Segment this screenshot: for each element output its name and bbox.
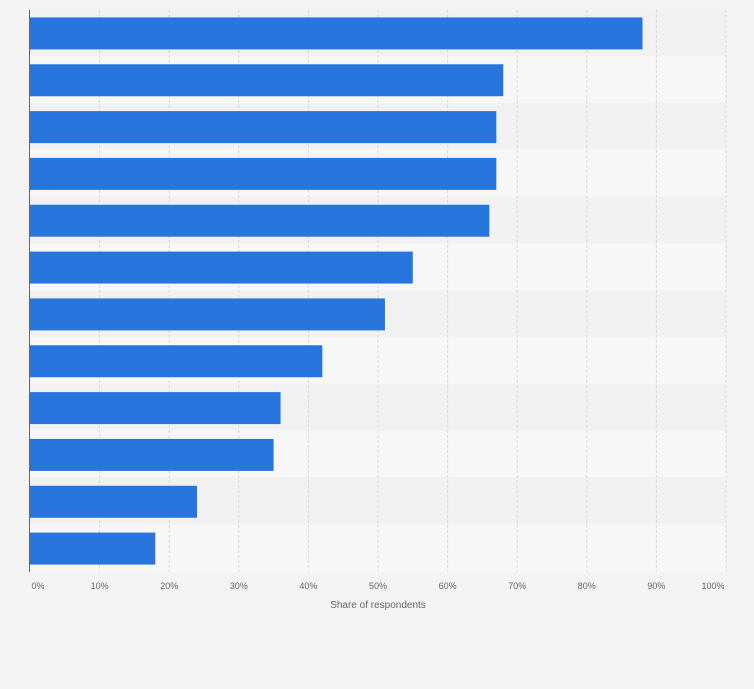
- bar: [30, 345, 323, 378]
- x-tick-label: 90%: [647, 581, 665, 591]
- bar: [30, 111, 497, 144]
- bar: [30, 438, 274, 471]
- bar: [30, 204, 490, 237]
- bar: [30, 532, 156, 565]
- gridlines: [99, 10, 727, 572]
- x-tick-label: 50%: [369, 581, 387, 591]
- x-tick-label: 20%: [160, 581, 178, 591]
- bar: [30, 298, 385, 331]
- bar: [30, 64, 504, 97]
- x-tick-label: 40%: [299, 581, 317, 591]
- x-axis-title: Share of respondents: [330, 600, 426, 611]
- x-tick-labels: 0% 10% 20% 30% 40% 50% 60% 70% 80% 90% 100%: [31, 581, 724, 591]
- x-tick-label: 80%: [578, 581, 596, 591]
- x-tick-label: 60%: [439, 581, 457, 591]
- bar: [30, 17, 643, 50]
- bar: [30, 157, 497, 190]
- x-tick-label: 0%: [31, 581, 44, 591]
- bars: [30, 17, 643, 565]
- x-tick-label: 30%: [230, 581, 248, 591]
- x-tick-label: 100%: [701, 581, 724, 591]
- bar: [30, 392, 281, 425]
- bar: [30, 485, 198, 518]
- x-tick-label: 10%: [91, 581, 109, 591]
- x-tick-label: 70%: [508, 581, 526, 591]
- bar: [30, 251, 413, 284]
